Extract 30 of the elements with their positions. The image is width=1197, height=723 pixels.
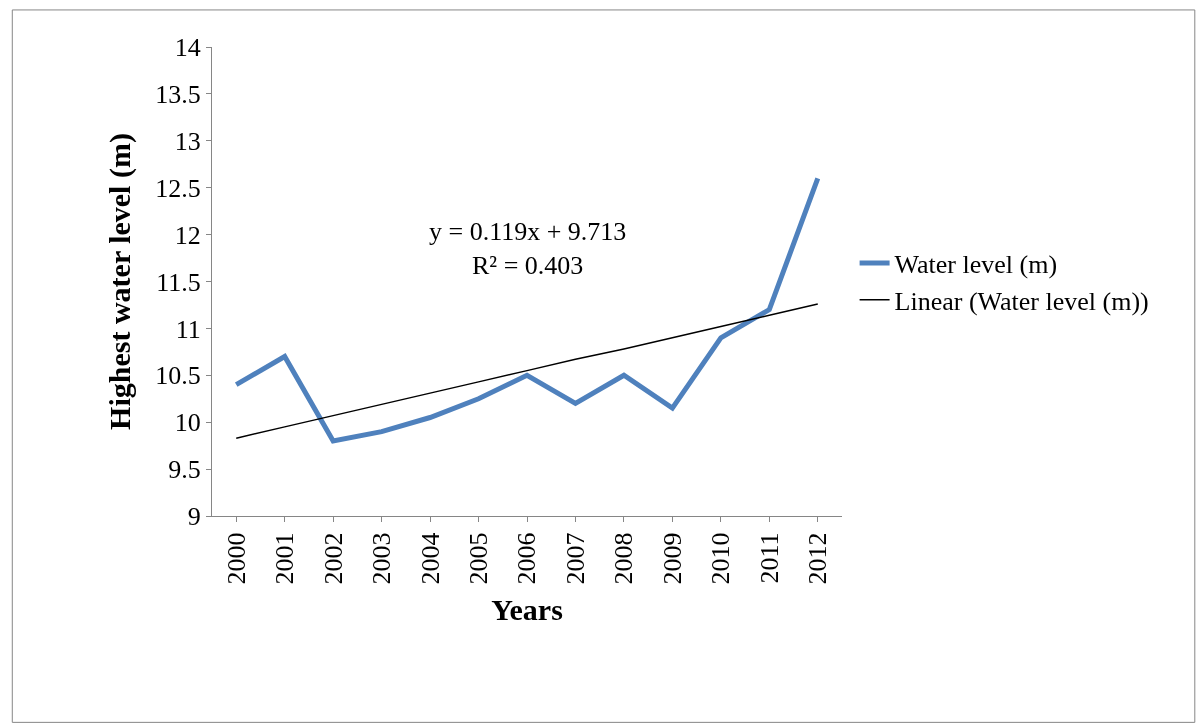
annotation: y = 0.119x + 9.713 R² = 0.403 (429, 217, 627, 280)
x-tick-label: 2003 (367, 532, 397, 585)
y-tick-label: 13 (174, 126, 201, 156)
x-tick-label: 2000 (221, 532, 251, 585)
y-axis-title: Highest water level (m) (103, 133, 138, 430)
x-tick-label: 2002 (318, 532, 348, 585)
x-tick-label: 2008 (609, 532, 639, 585)
x-tick-label: 2010 (706, 532, 736, 585)
y-tick-label: 11.5 (156, 267, 201, 297)
x-tick-label: 2006 (512, 532, 542, 585)
y-tick-label: 9 (187, 502, 201, 532)
line-series (235, 303, 819, 439)
x-tick-label: 2012 (803, 532, 833, 585)
x-axis-title: Years (491, 592, 563, 626)
legend-label: Linear (Water level (m)) (894, 286, 1149, 316)
y-tick-label: 9.5 (168, 455, 201, 485)
y-tick-label: 12 (174, 220, 201, 250)
x-tick-label: 2009 (657, 532, 687, 585)
x-tick-label: 2004 (415, 532, 445, 585)
y-tick-label: 10 (174, 408, 201, 438)
y-tick-label: 13.5 (155, 80, 201, 109)
y-tick-label: 11 (175, 314, 201, 344)
x-tick-label: 2005 (463, 532, 493, 585)
x-tick-label: 2011 (754, 532, 784, 584)
y-tick-label: 12.5 (155, 173, 201, 203)
legend-label: Water level (m) (894, 250, 1058, 280)
y-tick-label: 10.5 (155, 361, 201, 391)
x-tick-label: 2001 (270, 532, 300, 585)
y-tick-label: 14 (174, 33, 201, 63)
x-tick-label: 2007 (560, 532, 590, 585)
